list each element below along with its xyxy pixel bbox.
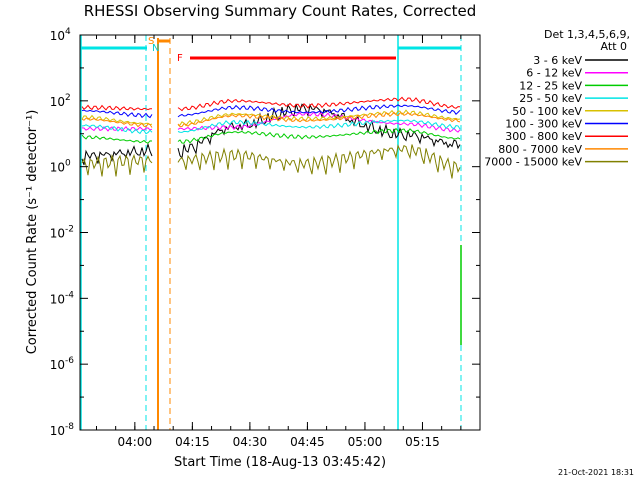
y-tick-label: 10 4 <box>50 27 71 43</box>
flag-label-f: F <box>177 53 183 64</box>
series-line-seg1 <box>177 119 461 133</box>
y-tick-exp: -6 <box>65 356 74 366</box>
y-tick-base: 10 <box>50 424 65 438</box>
legend-label: 100 - 300 keV <box>505 118 582 131</box>
series-line-seg0 <box>81 109 153 119</box>
series-line-seg1 <box>177 103 461 160</box>
legend-label: 6 - 12 keV <box>526 67 582 80</box>
legend-label: 50 - 100 keV <box>512 105 582 118</box>
y-tick-exp: 2 <box>65 93 71 103</box>
legend-header-line1: Det 1,3,4,5,6,9, <box>544 28 630 41</box>
legend-label: 300 - 800 keV <box>505 130 582 143</box>
y-tick-exp: 0 <box>65 159 71 169</box>
x-tick-label: 04:45 <box>290 435 325 449</box>
y-tick-base: 10 <box>50 292 65 306</box>
flag-label-n: N <box>152 43 159 54</box>
x-tick-label: 05:00 <box>348 435 383 449</box>
chart-title: RHESSI Observing Summary Count Rates, Co… <box>84 2 477 20</box>
x-tick-label: 04:30 <box>233 435 268 449</box>
flag-label-s: S <box>148 36 154 47</box>
series-line-seg1 <box>177 111 461 128</box>
legend-label: 25 - 50 keV <box>519 92 582 105</box>
y-tick-base: 10 <box>50 227 65 241</box>
series-line-seg0 <box>81 104 153 111</box>
x-ticks: 04:00 04:15 04:30 04:45 05:00 05:15 <box>95 35 462 449</box>
timestamp: 21-Oct-2021 18:31 <box>558 468 634 477</box>
y-tick-exp: -2 <box>65 225 74 235</box>
legend-label: 12 - 25 keV <box>519 79 582 92</box>
series-line-seg0 <box>81 126 153 132</box>
plot-frame <box>79 34 481 431</box>
series-line-seg1 <box>177 144 461 179</box>
y-tick-base: 10 <box>50 95 65 109</box>
y-tick-exp: -8 <box>65 422 74 432</box>
series-line-seg0 <box>81 124 153 135</box>
legend-label: 3 - 6 keV <box>533 54 582 67</box>
series-line-seg1 <box>177 96 461 112</box>
legend-label: 800 - 7000 keV <box>498 143 582 156</box>
y-axis-label: Corrected Count Rate (s⁻¹ detector⁻¹) <box>25 110 40 355</box>
x-axis-label: Start Time (18-Aug-13 03:45:42) <box>174 455 386 470</box>
y-tick-label: 10 -2 <box>50 225 74 241</box>
legend-header-line2: Att 0 <box>601 40 627 53</box>
y-tick-base: 10 <box>50 161 65 175</box>
y-tick-label: 10 -8 <box>50 422 75 438</box>
y-tick-label: 10 -4 <box>50 290 75 306</box>
y-tick-label: 10 2 <box>50 93 71 109</box>
y-tick-label: 10 -6 <box>50 356 75 372</box>
y-tick-exp: 4 <box>65 27 71 37</box>
legend-label: 7000 - 15000 keV <box>484 156 582 169</box>
y-tick-base: 10 <box>50 358 65 372</box>
series-line-seg1 <box>177 111 461 133</box>
series-line-seg0 <box>81 142 153 166</box>
series-line-seg1 <box>177 104 461 118</box>
series-line-seg0 <box>81 117 153 128</box>
y-tick-label: 10 0 <box>50 159 71 175</box>
x-tick-label: 05:15 <box>405 435 440 449</box>
series-line-seg1 <box>177 127 461 144</box>
y-tick-base: 10 <box>50 29 65 43</box>
series-line-seg0 <box>81 114 153 126</box>
plot-content: SN F <box>80 35 462 430</box>
series-line-seg0 <box>81 153 153 177</box>
series-line-seg0 <box>81 134 153 144</box>
x-tick-label: 04:00 <box>118 435 153 449</box>
series-line-seg1 <box>177 109 461 127</box>
x-tick-label: 04:15 <box>175 435 210 449</box>
y-tick-exp: -4 <box>65 290 74 300</box>
